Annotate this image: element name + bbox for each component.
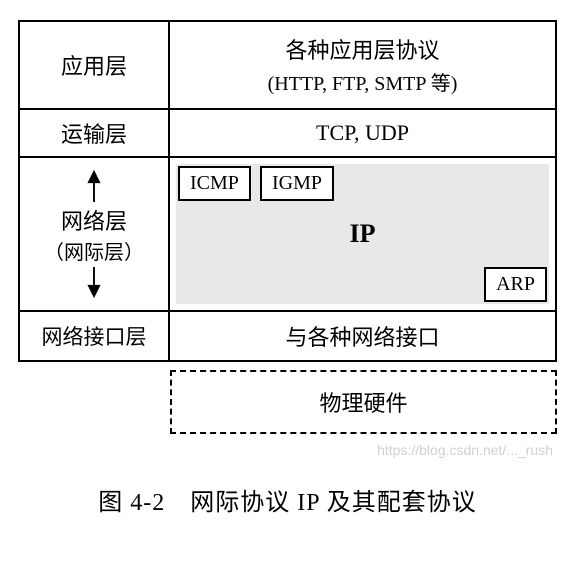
icmp-box: ICMP: [178, 166, 251, 201]
application-protocols-title: 各种应用层协议: [285, 34, 439, 67]
protocol-layer-diagram: 应用层 各种应用层协议 (HTTP, FTP, SMTP 等) 运输层 TCP,…: [18, 20, 557, 362]
physical-hardware-box: 物理硬件: [170, 370, 557, 434]
application-layer-label: 应用层: [20, 22, 170, 108]
hardware-row: 物理硬件: [18, 370, 557, 434]
network-layer-content: ICMP IGMP IP ARP: [170, 158, 555, 310]
hardware-label: 物理硬件: [319, 391, 407, 416]
application-layer-content: 各种应用层协议 (HTTP, FTP, SMTP 等): [170, 22, 555, 108]
network-layer-label: 网络层 （网际层）: [20, 158, 170, 310]
layer-label-text: 网络接口层: [42, 321, 147, 351]
link-layer-row: 网络接口层 与各种网络接口: [20, 312, 555, 362]
transport-layer-label: 运输层: [20, 110, 170, 156]
network-layer-row: 网络层 （网际层） ICMP IGMP IP ARP: [20, 158, 555, 312]
network-protocol-area: ICMP IGMP IP ARP: [176, 164, 549, 304]
arp-box: ARP: [484, 267, 547, 302]
igmp-box: IGMP: [260, 166, 334, 201]
application-layer-row: 应用层 各种应用层协议 (HTTP, FTP, SMTP 等): [20, 22, 555, 110]
network-layer-text1: 网络层: [61, 204, 127, 236]
link-interfaces-text: 与各种网络接口: [285, 320, 439, 352]
application-protocols-examples: (HTTP, FTP, SMTP 等): [268, 67, 458, 96]
layer-label-text: 运输层: [61, 117, 127, 149]
figure-caption: 图 4-2 网际协议 IP 及其配套协议: [18, 482, 557, 517]
network-layer-text-overlay: 网络层 （网际层）: [44, 202, 144, 267]
link-layer-content: 与各种网络接口: [170, 312, 555, 360]
link-layer-label: 网络接口层: [20, 312, 170, 360]
hardware-spacer: [18, 370, 170, 434]
transport-layer-content: TCP, UDP: [170, 110, 555, 156]
network-layer-text2: （网际层）: [44, 236, 144, 265]
layer-label-text: 应用层: [61, 49, 127, 81]
transport-layer-row: 运输层 TCP, UDP: [20, 110, 555, 158]
ip-label: IP: [350, 219, 376, 249]
transport-protocols: TCP, UDP: [316, 120, 409, 146]
watermark-text: https://blog.csdn.net/..._rush: [377, 442, 553, 458]
